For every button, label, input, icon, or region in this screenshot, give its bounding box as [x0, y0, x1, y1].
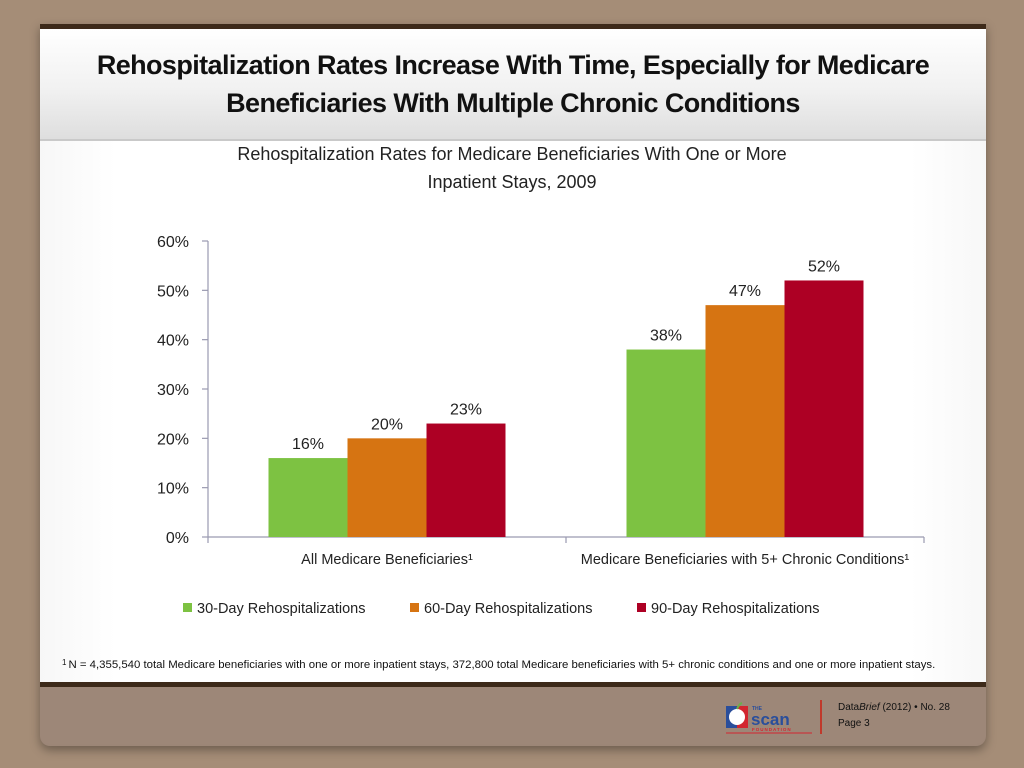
logo-foundation: FOUNDATION [752, 727, 792, 732]
chart-data-labels: 16% 20% 23% 38% 47% 52% [292, 258, 840, 453]
x-tick-label: Medicare Beneficiaries with 5+ Chronic C… [581, 552, 910, 568]
bar [268, 458, 348, 537]
logo-scan: scan [751, 710, 790, 729]
legend-swatch [183, 603, 192, 612]
footer-divider [820, 700, 822, 734]
data-label: 23% [450, 402, 482, 419]
brand-prefix: Data [838, 702, 860, 713]
footnote-text: N = 4,355,540 total Medicare beneficiari… [68, 659, 936, 671]
bar [705, 305, 785, 537]
bar [426, 423, 506, 537]
footer-line-1: DataBrief (2012) • No. 28 [838, 700, 950, 716]
chart-bars [268, 280, 864, 537]
data-label: 47% [729, 283, 761, 300]
legend-swatch [637, 603, 646, 612]
apple-icon [729, 709, 745, 725]
y-tick-label: 30% [157, 382, 189, 399]
logo-the: THE [752, 706, 763, 712]
slide-footer [40, 687, 986, 744]
data-label: 16% [292, 436, 324, 453]
footer-year: (2012) [882, 702, 912, 713]
chart-axes: 0% 10% 20% 30% 40% 50% 60% All Medicare Benefic… [157, 234, 925, 568]
y-tick-label: 10% [157, 481, 189, 498]
y-tick-label: 20% [157, 431, 189, 448]
x-tick-label: All Medicare Beneficiaries¹ [301, 552, 473, 568]
data-label: 38% [650, 328, 682, 345]
footnote-marker: 1 [62, 658, 67, 667]
slide-title: Rehospitalization Rates Increase With Ti… [96, 50, 930, 118]
footer-citation: DataBrief (2012) • No. 28 Page 3 [838, 700, 950, 732]
chart-title-line-1: Rehospitalization Rates for Medicare Ben… [237, 144, 787, 164]
bar [626, 349, 706, 537]
y-tick-label: 50% [157, 283, 189, 300]
footer-page: Page 3 [838, 718, 870, 729]
chart-title: Rehospitalization Rates for Medicare Ben… [0, 140, 1024, 196]
data-label: 52% [808, 258, 840, 275]
chart-legend: 30-Day Rehospitalizations 60-Day Rehospit… [183, 601, 819, 617]
scan-foundation-logo: THE scan FOUNDATION [726, 702, 812, 734]
legend-swatch [410, 603, 419, 612]
y-tick-label: 0% [166, 530, 189, 547]
y-tick-label: 60% [157, 234, 189, 251]
brand-italic: Brief [859, 702, 880, 713]
footer-bullet: • [914, 702, 918, 713]
chart-title-line-2: Inpatient Stays, 2009 [427, 172, 597, 192]
slide-header: Rehospitalization Rates Increase With Ti… [40, 29, 986, 141]
data-label: 20% [371, 416, 403, 433]
bar [347, 438, 427, 537]
footer-issue: No. 28 [920, 702, 950, 713]
apple-leaf-icon [736, 702, 743, 710]
y-tick-label: 40% [157, 333, 189, 350]
bar [784, 280, 864, 537]
legend-label: 60-Day Rehospitalizations [424, 601, 592, 617]
legend-label: 90-Day Rehospitalizations [651, 601, 819, 617]
bottom-divider [40, 682, 986, 687]
legend-label: 30-Day Rehospitalizations [197, 601, 365, 617]
